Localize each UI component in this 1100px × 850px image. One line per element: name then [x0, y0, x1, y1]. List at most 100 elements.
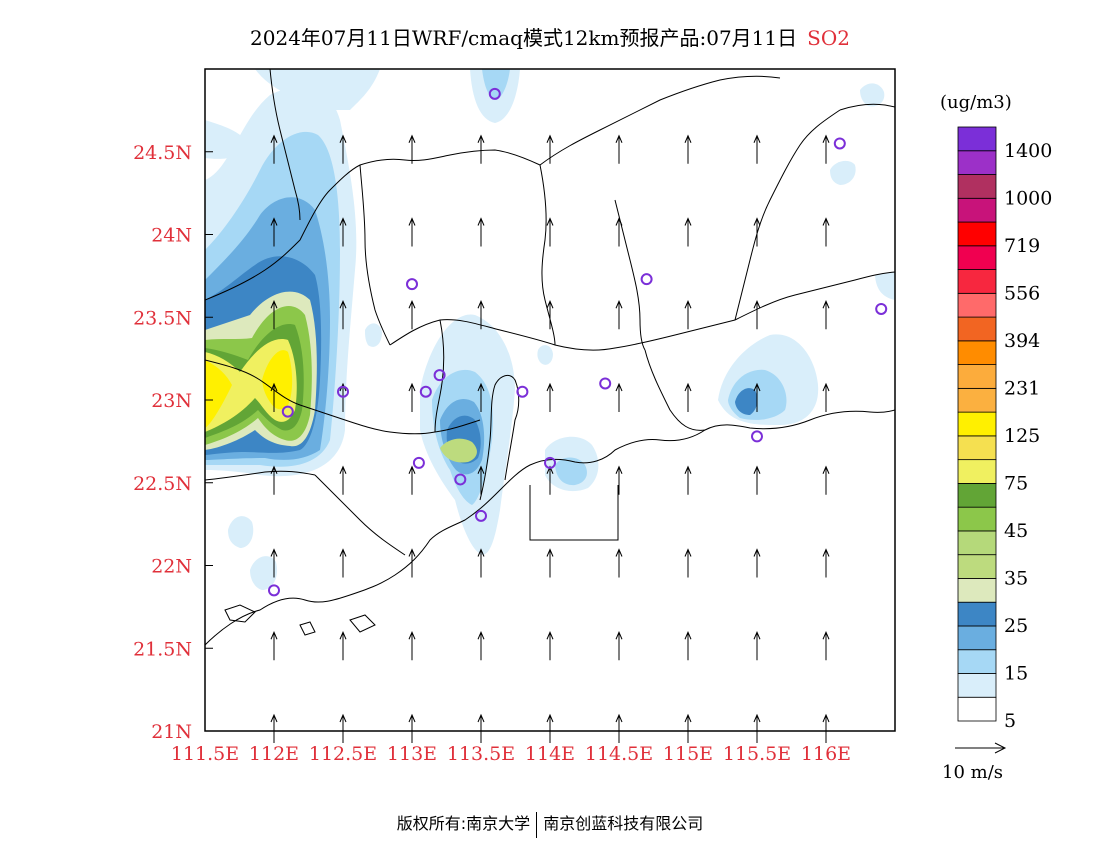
footer-separator — [536, 811, 538, 838]
wind-arrow — [339, 134, 347, 164]
legend-swatch — [957, 364, 997, 389]
legend-swatch — [957, 435, 997, 461]
lat-tick-label: 21N — [151, 721, 192, 743]
legend-label: 719 — [1004, 235, 1040, 257]
footer-right: 南京创蓝科技有限公司 — [543, 814, 704, 833]
wind-arrow — [753, 299, 761, 330]
wind-arrow — [270, 548, 278, 578]
wind-arrow — [822, 134, 830, 164]
wind-arrow — [822, 465, 830, 495]
wind-arrow — [408, 382, 416, 412]
hong-kong-box — [529, 485, 619, 541]
wind-arrow — [822, 630, 830, 661]
station-marker — [544, 456, 556, 469]
wind-arrow — [408, 548, 416, 578]
footer-left: 版权所有:南京大学 — [396, 814, 531, 833]
lon-tick-label: 114E — [525, 743, 575, 765]
border-15 — [434, 319, 445, 433]
legend-swatch — [957, 482, 997, 508]
contour-5-ne — [830, 160, 856, 185]
contour-5-sw — [228, 516, 254, 548]
wind-arrow — [270, 217, 278, 247]
legend-swatch — [957, 649, 997, 674]
wind-arrow — [339, 382, 347, 412]
wind-ref-arrow-head — [994, 742, 1007, 754]
legend-swatch — [957, 269, 997, 294]
lon-tick-label: 115.5E — [723, 743, 791, 765]
island-3 — [349, 614, 376, 633]
wind-arrow — [270, 382, 278, 412]
contour-15-sz — [555, 457, 587, 486]
station-marker — [454, 473, 467, 486]
legend-label: 394 — [1004, 330, 1040, 352]
wind-arrow — [339, 630, 347, 661]
station-marker — [433, 369, 446, 382]
contour-5-sw2 — [250, 556, 278, 590]
wind-arrow — [546, 465, 554, 495]
station-marker — [268, 584, 280, 597]
border-6 — [554, 319, 736, 351]
wind-arrow — [477, 134, 485, 164]
legend-label: 45 — [1004, 520, 1028, 542]
lon-tick-label: 112E — [249, 743, 299, 765]
wind-arrow — [753, 217, 761, 247]
border-14 — [314, 474, 406, 556]
legend-swatch — [957, 126, 997, 152]
wind-arrow — [339, 548, 347, 578]
wind-arrow — [753, 465, 761, 495]
legend-swatch — [957, 411, 997, 437]
legend-label: 556 — [1004, 282, 1040, 304]
island-2 — [299, 621, 316, 636]
legend-swatch — [957, 554, 997, 579]
legend-label: 231 — [1004, 377, 1040, 399]
wind-arrow — [822, 217, 830, 247]
contour-15-north-c — [482, 69, 510, 100]
legend-swatch — [957, 197, 997, 223]
contour-5-mid — [365, 323, 382, 347]
legend-label: 25 — [1004, 615, 1028, 637]
wind-arrow — [339, 465, 347, 495]
legend-label: 1400 — [1004, 140, 1052, 162]
legend-label: 15 — [1004, 662, 1028, 684]
wind-arrow — [477, 217, 485, 247]
pearl-estuary — [479, 374, 520, 501]
wind-ref-label: 10 m/s — [942, 762, 1003, 783]
legend-swatch — [957, 150, 997, 175]
wind-reference: 10 m/s — [942, 742, 1007, 783]
station-marker — [516, 385, 529, 398]
wind-arrow — [615, 630, 623, 661]
wind-arrow — [339, 217, 347, 247]
legend-swatch — [957, 245, 997, 270]
island-1 — [224, 604, 256, 623]
station-marker — [475, 509, 487, 522]
border-9 — [734, 109, 841, 321]
latitude-axis: 21N 21.5N 22N 22.5N 23N 23.5N 24N 24.5N — [133, 142, 213, 743]
legend-swatch — [957, 316, 997, 342]
wind-arrow — [408, 465, 416, 495]
wind-arrow — [270, 299, 278, 330]
station-marker — [875, 302, 888, 315]
lat-tick-label: 23N — [151, 390, 192, 412]
coastline — [205, 409, 895, 646]
wind-arrow — [477, 382, 485, 412]
wind-arrow — [270, 134, 278, 164]
wind-arrow — [339, 299, 347, 330]
legend-label: 35 — [1004, 567, 1028, 589]
legend-swatch — [957, 530, 997, 556]
station-marker — [281, 405, 294, 418]
station-marker — [833, 137, 846, 150]
administrative-boundaries — [205, 69, 895, 646]
longitude-axis: 111.5E 112E 112.5E 113E 113.5E 114E 114.5E 115E… — [171, 723, 851, 765]
legend-label: 75 — [1004, 472, 1028, 494]
legend-label: 5 — [1004, 710, 1016, 732]
wind-arrow — [546, 217, 554, 247]
title-species: SO2 — [807, 26, 850, 50]
wind-field — [270, 134, 830, 743]
station-marker — [599, 377, 612, 390]
border-7 — [539, 75, 781, 166]
lon-tick-label: 114.5E — [585, 743, 653, 765]
wind-arrow — [546, 630, 554, 661]
contour-35-prd — [440, 438, 477, 463]
wind-arrow — [546, 299, 554, 330]
chart-title: 2024年07月11日WRF/cmaq模式12km预报产品:07月11日 SO2 — [0, 22, 1100, 51]
